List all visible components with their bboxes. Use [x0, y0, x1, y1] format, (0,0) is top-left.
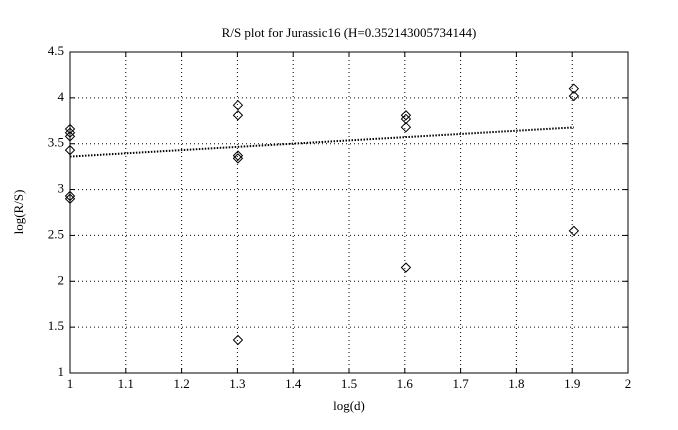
chart-title: R/S plot for Jurassic16 (H=0.35214300573…	[222, 25, 477, 40]
y-tick-label: 1.5	[48, 318, 64, 333]
y-tick-label: 2	[58, 272, 65, 287]
y-tick-label: 1	[58, 364, 65, 379]
marker	[64, 127, 76, 138]
x-tick-label: 1.2	[173, 376, 189, 391]
x-tick-label: 1.6	[397, 376, 414, 391]
marker	[64, 144, 76, 156]
marker	[400, 121, 412, 133]
marker	[64, 190, 76, 202]
marker	[232, 110, 244, 121]
marker	[232, 150, 244, 161]
y-tick-label: 3	[58, 181, 65, 196]
marker	[400, 113, 412, 125]
x-tick-label: 1.9	[564, 376, 580, 391]
x-tick-label: 1.4	[285, 376, 302, 391]
x-tick-label: 1.1	[118, 376, 134, 391]
marker	[568, 83, 580, 94]
marker	[64, 123, 76, 135]
x-tick-label: 1.7	[452, 376, 469, 391]
fit-line	[69, 126, 574, 158]
y-tick-label: 3.5	[48, 135, 64, 150]
marker	[232, 153, 244, 164]
marker	[568, 90, 580, 102]
marker	[64, 131, 76, 142]
marker	[64, 193, 76, 204]
plot-frame	[69, 51, 629, 374]
x-axis-label: log(d)	[333, 398, 365, 413]
x-tick-label: 1	[67, 376, 74, 391]
y-tick-label: 4.5	[48, 43, 64, 58]
marker	[400, 262, 412, 273]
marker	[568, 225, 580, 237]
x-tick-label: 1.3	[229, 376, 245, 391]
marker	[232, 334, 244, 346]
x-tick-label: 1.5	[341, 376, 357, 391]
x-tick-label: 2	[625, 376, 632, 391]
marker	[400, 110, 412, 121]
marker	[232, 99, 244, 111]
y-tick-label: 4	[58, 89, 65, 104]
x-tick-label: 1.8	[508, 376, 524, 391]
y-axis-label: log(R/S)	[11, 190, 26, 235]
y-tick-label: 2.5	[48, 226, 64, 241]
